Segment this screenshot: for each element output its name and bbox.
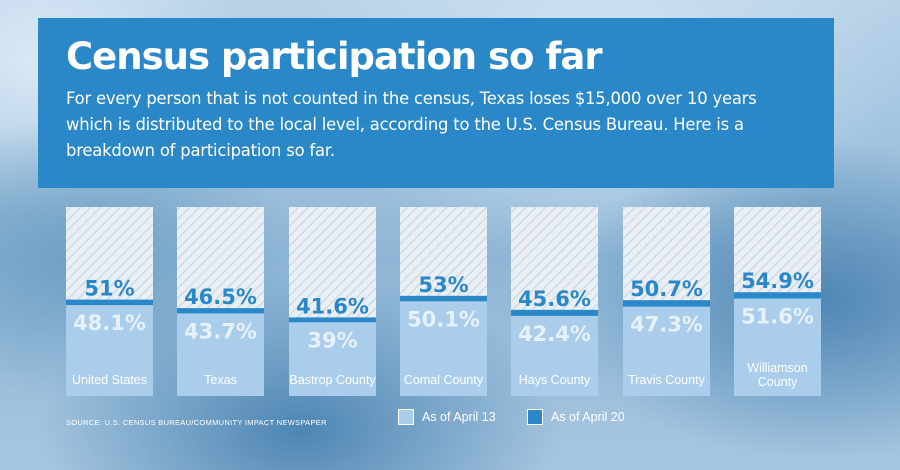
data-label-april13: 50.1% — [407, 307, 480, 331]
category-label: Hays County — [519, 373, 591, 387]
legend-swatch-april20 — [527, 409, 543, 425]
category-label: Williamson County — [747, 361, 807, 389]
legend-label-april20: As of April 20 — [551, 410, 625, 424]
data-label-april20: 50.7% — [630, 277, 703, 301]
data-label-april20: 41.6% — [296, 294, 369, 318]
category-label: Travis County — [628, 373, 705, 387]
data-label-april13: 47.3% — [630, 313, 703, 337]
data-label-april20: 54.9% — [741, 269, 814, 293]
bar-april13 — [66, 305, 153, 396]
data-label-april20: 53% — [418, 273, 468, 297]
legend-swatch-april13 — [398, 409, 414, 425]
legend-april20: As of April 20 — [527, 406, 625, 428]
bar-april13 — [511, 315, 598, 396]
data-label-april13: 42.4% — [518, 322, 591, 346]
bar-april13 — [289, 322, 376, 396]
legend-label-april13: As of April 13 — [422, 410, 496, 424]
bar-april13 — [734, 298, 821, 396]
data-label-april20: 51% — [84, 277, 134, 301]
bar-april13 — [400, 301, 487, 396]
bar-april13 — [177, 313, 264, 396]
category-label: Bastrop County — [289, 373, 376, 387]
data-label-april13: 48.1% — [73, 311, 146, 335]
page-title: Census participation so far — [66, 35, 603, 78]
category-label: Comal County — [404, 373, 484, 387]
data-label-april20: 45.6% — [518, 287, 591, 311]
page-subtitle: For every person that is not counted in … — [66, 89, 757, 160]
header-panel: Census participation so far For every pe… — [38, 18, 834, 188]
data-label-april13: 51.6% — [741, 304, 814, 328]
legend-april13: As of April 13 — [398, 406, 496, 428]
data-label-april13: 39% — [307, 328, 357, 352]
bar-april13 — [623, 306, 710, 396]
data-label-april20: 46.5% — [184, 285, 257, 309]
category-label: Texas — [204, 373, 237, 387]
data-label-april13: 43.7% — [184, 319, 257, 343]
category-label: United States — [72, 373, 147, 387]
source-note: SOURCE: U.S. CENSUS BUREAU/COMMUNITY IMP… — [66, 418, 327, 427]
